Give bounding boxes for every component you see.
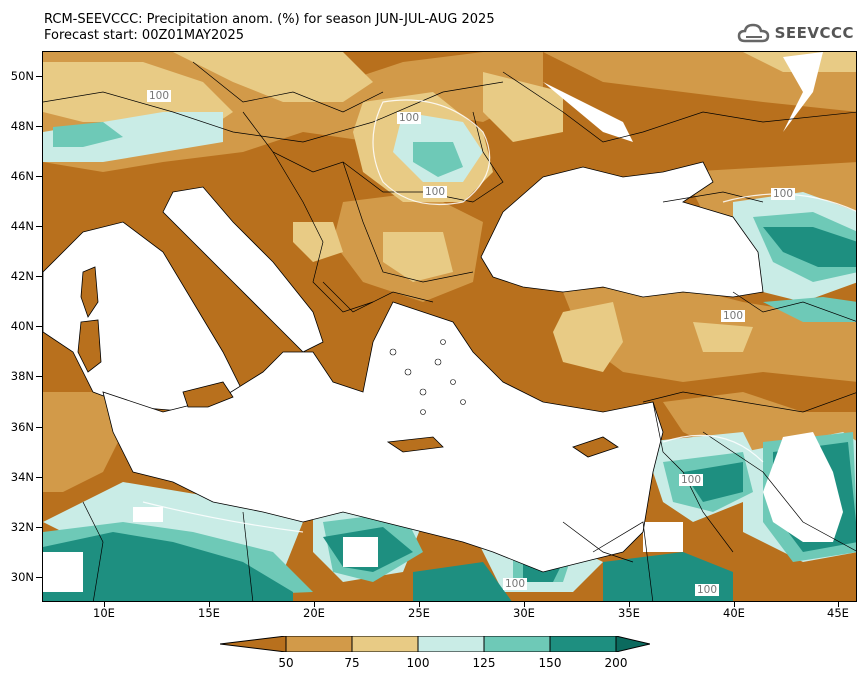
y-tick-label: 34N <box>10 470 34 484</box>
precipitation-map: 100 100 100 100 100 100 100 100 <box>42 51 857 602</box>
x-tick-label: 25E <box>408 606 430 620</box>
missing-data-areas <box>43 52 843 592</box>
mediterranean-sea <box>102 301 664 573</box>
colorbar-segment-below-50 <box>220 636 286 652</box>
contour-label: 100 <box>147 90 172 102</box>
colorbar-label: 150 <box>538 656 562 670</box>
colorbar-segment-50-75 <box>286 636 352 652</box>
x-tick-label: 20E <box>303 606 325 620</box>
y-tick-label: 44N <box>10 219 34 233</box>
title-line-1: RCM-SEEVCCC: Precipitation anom. (%) for… <box>44 12 495 27</box>
map-title: RCM-SEEVCCC: Precipitation anom. (%) for… <box>44 12 495 44</box>
cloud-icon <box>737 23 769 43</box>
y-tick-label: 30N <box>10 570 34 584</box>
y-tick-label: 38N <box>10 369 34 383</box>
x-tick-label: 45E <box>827 606 849 620</box>
colorbar-segment-100-125 <box>418 636 484 652</box>
contour-label: 100 <box>679 474 704 486</box>
colorbar-segment-125-150 <box>484 636 550 652</box>
y-tick-label: 36N <box>10 420 34 434</box>
contour-label: 100 <box>721 310 746 322</box>
x-tick-label: 15E <box>198 606 220 620</box>
contour-label: 100 <box>695 584 720 596</box>
y-tick-label: 46N <box>10 169 34 183</box>
corsica <box>80 266 99 318</box>
colorbar-label: 200 <box>604 656 628 670</box>
black-sea <box>480 161 764 298</box>
x-tick-label: 30E <box>513 606 535 620</box>
colorbar-segment-75-100 <box>352 636 418 652</box>
map-canvas <box>43 52 856 601</box>
seevccc-logo: SEEVCCC <box>737 18 854 48</box>
x-tick-label: 40E <box>723 606 745 620</box>
title-line-2: Forecast start: 00Z01MAY2025 <box>44 28 245 43</box>
sicily <box>182 381 234 408</box>
aegean-islands <box>389 339 466 415</box>
colorbar-label: 75 <box>344 656 360 670</box>
y-tick-label: 42N <box>10 269 34 283</box>
contour-label: 100 <box>771 188 796 200</box>
colorbar-label: 125 <box>472 656 496 670</box>
country-borders <box>43 61 856 601</box>
colorbar-label: 100 <box>406 656 430 670</box>
y-tick-label: 40N <box>10 319 34 333</box>
colorbar-segment-150-200 <box>550 636 616 652</box>
colorbar-label: 50 <box>278 656 294 670</box>
contour-label: 100 <box>503 578 528 590</box>
colorbar <box>220 636 650 652</box>
islands <box>77 266 619 458</box>
contour-label: 100 <box>397 112 422 124</box>
adriatic-sea <box>162 186 324 353</box>
cyprus <box>572 436 619 458</box>
x-tick-label: 10E <box>93 606 115 620</box>
logo-text: SEEVCCC <box>774 24 854 42</box>
y-tick-label: 48N <box>10 119 34 133</box>
y-tick-label: 32N <box>10 520 34 534</box>
crete <box>386 436 444 453</box>
x-tick-label: 35E <box>618 606 640 620</box>
sardinia <box>77 319 102 373</box>
y-tick-label: 50N <box>10 69 34 83</box>
contour-label: 100 <box>423 186 448 198</box>
colorbar-segment-above-200 <box>616 636 650 652</box>
